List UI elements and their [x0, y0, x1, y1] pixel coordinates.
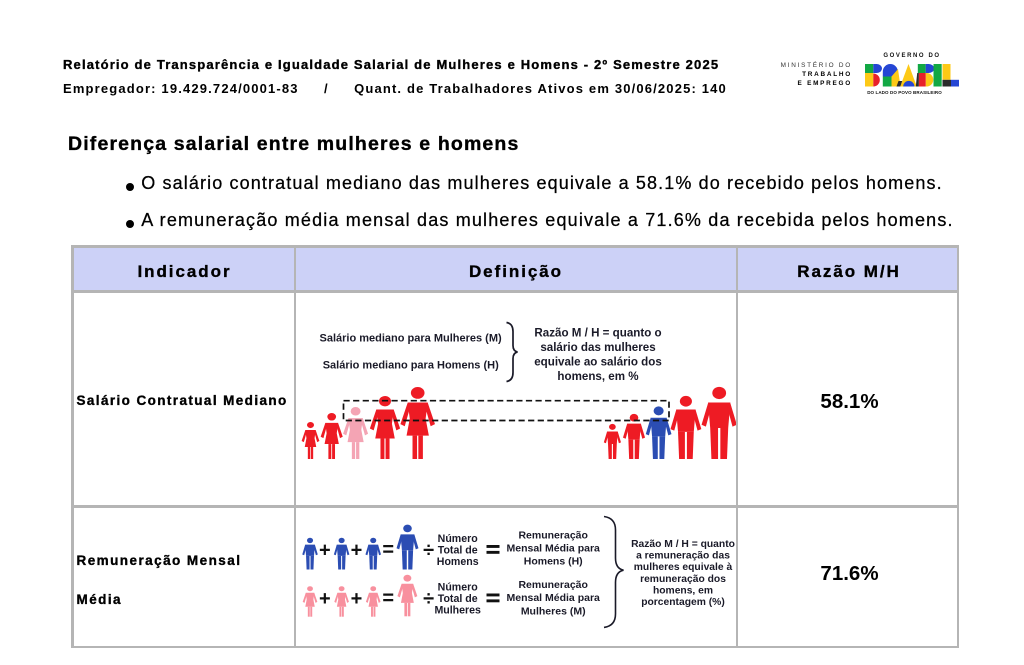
svg-text:Mensal Média para: Mensal Média para	[507, 543, 601, 555]
svg-text:Homens: Homens	[437, 556, 479, 568]
svg-text:Remuneração: Remuneração	[518, 529, 587, 541]
svg-text:Homens (H): Homens (H)	[524, 556, 583, 568]
svg-text:+: +	[351, 588, 363, 610]
svg-text:homens, em: homens, em	[653, 585, 713, 596]
svg-text:remuneração dos: remuneração dos	[640, 574, 726, 585]
svg-text:Razão M / H = quanto: Razão M / H = quanto	[631, 539, 735, 550]
svg-text:Salário mediano para Mulheres: Salário mediano para Mulheres (M)	[320, 332, 502, 344]
svg-text:equivale ao salário dos: equivale ao salário dos	[534, 356, 662, 369]
svg-text:Número: Número	[438, 533, 479, 545]
svg-text:porcentagem (%): porcentagem (%)	[641, 597, 725, 608]
svg-text:Total de: Total de	[438, 593, 478, 605]
svg-text:a remuneração das: a remuneração das	[636, 551, 730, 562]
svg-text:+: +	[319, 588, 331, 610]
svg-text:mulheres equivale à: mulheres equivale à	[634, 562, 733, 573]
svg-text:Remuneração: Remuneração	[518, 579, 587, 591]
svg-text:÷: ÷	[423, 540, 434, 562]
svg-text:÷: ÷	[423, 588, 434, 610]
svg-text:Mulheres: Mulheres	[434, 604, 481, 616]
svg-text:Total de: Total de	[438, 545, 478, 557]
svg-text:Mensal Média para: Mensal Média para	[507, 592, 601, 604]
svg-text:=: =	[382, 539, 394, 561]
svg-text:Razão M / H = quanto o: Razão M / H = quanto o	[534, 327, 661, 340]
svg-text:salário das mulheres: salário das mulheres	[540, 341, 655, 354]
svg-text:=: =	[382, 588, 394, 610]
svg-text:Salário mediano para Homens (H: Salário mediano para Homens (H)	[323, 360, 499, 372]
svg-text:+: +	[351, 540, 363, 562]
svg-text:homens, em %: homens, em %	[557, 370, 638, 383]
svg-text:Número: Número	[438, 582, 479, 594]
svg-text:+: +	[319, 540, 331, 562]
svg-text:Mulheres (M): Mulheres (M)	[521, 605, 586, 617]
